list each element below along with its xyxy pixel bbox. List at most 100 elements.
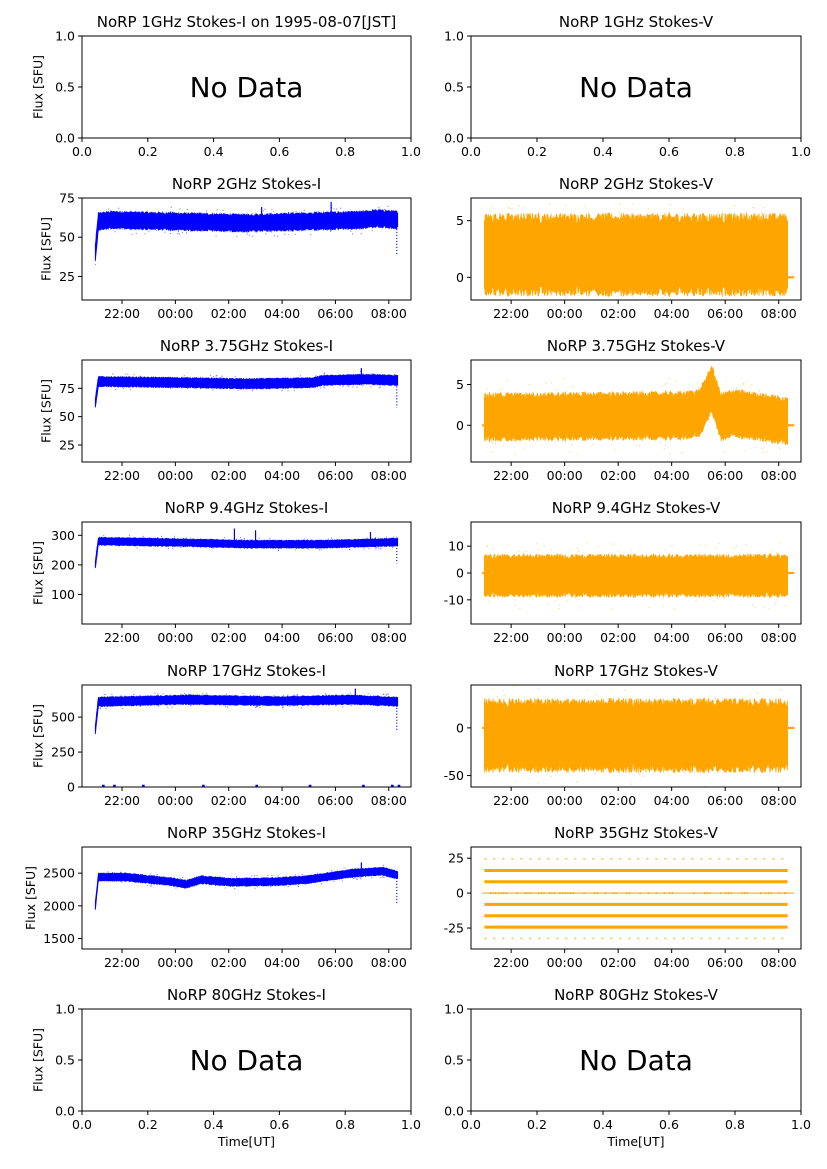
x-tick-label: 02:00 bbox=[211, 630, 247, 645]
data-point bbox=[118, 545, 120, 547]
x-tick-label: 08:00 bbox=[371, 793, 407, 808]
data-point bbox=[106, 706, 108, 708]
data-point bbox=[335, 705, 337, 707]
data-point bbox=[520, 216, 522, 218]
data-point bbox=[761, 447, 763, 449]
data-point bbox=[256, 878, 259, 880]
data-point bbox=[513, 685, 515, 687]
data-point bbox=[554, 712, 556, 714]
data-point bbox=[568, 578, 570, 580]
data-point bbox=[604, 258, 606, 260]
data-point bbox=[623, 689, 626, 691]
data-point bbox=[394, 383, 396, 386]
data-point bbox=[292, 539, 295, 541]
data-point bbox=[662, 225, 665, 227]
data-point bbox=[124, 218, 126, 220]
data-point bbox=[190, 694, 192, 696]
data-point bbox=[565, 586, 567, 588]
data-point bbox=[568, 266, 570, 268]
data-point bbox=[119, 544, 121, 547]
data-point bbox=[217, 217, 219, 219]
x-tick-label: 22:00 bbox=[493, 793, 529, 808]
x-tick-label: 0.4 bbox=[593, 1117, 613, 1132]
data-point bbox=[136, 699, 138, 702]
data-point bbox=[384, 215, 387, 218]
data-point bbox=[210, 542, 212, 544]
data-point bbox=[310, 383, 312, 386]
data-point bbox=[141, 878, 143, 880]
data-point bbox=[576, 591, 579, 594]
data-point bbox=[317, 210, 319, 212]
y-tick-label: 250 bbox=[51, 745, 75, 760]
panel-title: NoRP 1GHz Stokes-I on 1995-08-07[JST] bbox=[97, 13, 397, 31]
data-point bbox=[521, 439, 523, 442]
data-point bbox=[675, 436, 677, 438]
data-point bbox=[291, 223, 293, 225]
data-point bbox=[762, 451, 764, 454]
data-point bbox=[497, 743, 499, 746]
data-point bbox=[736, 545, 738, 547]
data-point bbox=[715, 698, 717, 701]
data-point bbox=[763, 736, 766, 739]
data-point bbox=[330, 878, 332, 880]
data-point bbox=[575, 593, 577, 595]
data-point bbox=[175, 702, 177, 704]
data-point bbox=[539, 738, 541, 740]
data-point bbox=[192, 699, 195, 701]
data-point bbox=[139, 212, 141, 214]
data-point bbox=[638, 774, 641, 776]
data-point bbox=[164, 231, 166, 233]
data-point bbox=[131, 541, 133, 543]
data-point bbox=[706, 591, 708, 593]
axes-frame bbox=[81, 521, 412, 625]
data-point bbox=[262, 705, 264, 707]
data-point bbox=[272, 386, 274, 388]
data-point bbox=[698, 726, 700, 729]
data-point bbox=[510, 594, 512, 596]
data-point bbox=[548, 712, 550, 714]
data-point bbox=[202, 699, 204, 702]
data-point bbox=[251, 545, 254, 547]
data-point bbox=[781, 688, 783, 690]
data-point bbox=[382, 864, 385, 866]
data-point bbox=[593, 565, 595, 567]
data-point bbox=[99, 708, 101, 710]
data-point bbox=[786, 723, 788, 725]
data-point bbox=[532, 256, 535, 258]
data-point bbox=[709, 599, 711, 601]
data-point bbox=[109, 541, 111, 543]
data-point bbox=[667, 404, 670, 406]
data-point bbox=[279, 697, 281, 699]
data-point bbox=[153, 540, 155, 542]
x-tick-label: 02:00 bbox=[211, 955, 247, 970]
axes-frame bbox=[81, 846, 412, 950]
data-point bbox=[587, 558, 589, 560]
data-point bbox=[330, 378, 332, 380]
data-point bbox=[618, 211, 620, 213]
y-tick-label: 5 bbox=[456, 213, 464, 228]
data-point bbox=[170, 206, 172, 208]
data-point bbox=[733, 252, 736, 254]
x-tick-label: 02:00 bbox=[600, 955, 636, 970]
data-point bbox=[158, 705, 160, 707]
data-point bbox=[337, 217, 340, 219]
data-point bbox=[239, 388, 241, 390]
data-point bbox=[134, 382, 136, 384]
data-point bbox=[306, 538, 308, 541]
data-point bbox=[498, 389, 501, 391]
data-point bbox=[578, 550, 580, 552]
data-point bbox=[626, 289, 628, 291]
data-point bbox=[749, 308, 750, 309]
data-point bbox=[776, 552, 778, 554]
data-point bbox=[526, 423, 528, 425]
data-point bbox=[675, 285, 677, 287]
data-marks bbox=[94, 528, 399, 569]
data-point bbox=[300, 387, 302, 389]
data-point bbox=[717, 598, 719, 600]
data-point bbox=[181, 883, 183, 885]
data-point bbox=[96, 389, 98, 391]
data-point bbox=[315, 697, 317, 699]
data-point bbox=[484, 405, 486, 407]
data-point bbox=[193, 696, 195, 698]
data-point bbox=[344, 540, 346, 543]
